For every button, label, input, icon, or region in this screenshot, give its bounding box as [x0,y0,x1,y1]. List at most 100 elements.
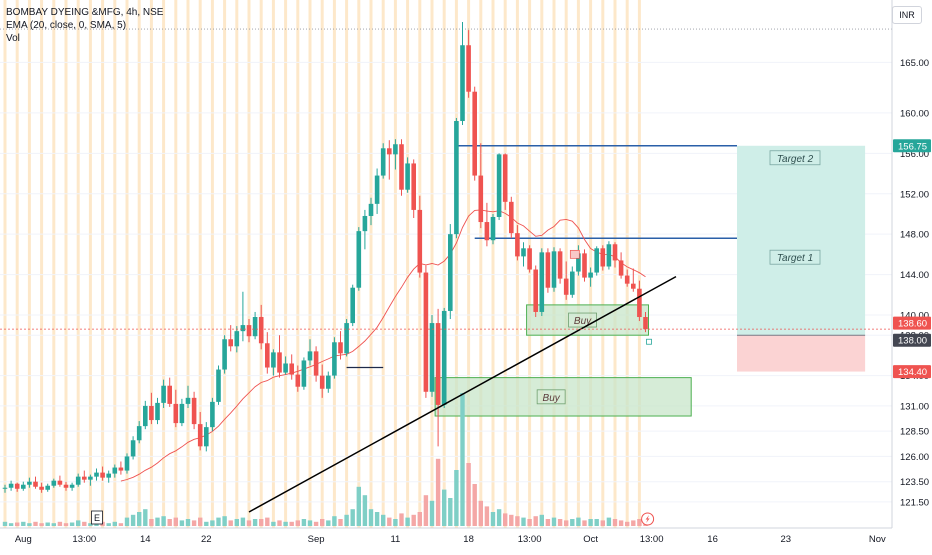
volume-bar [143,509,148,526]
stop-zone[interactable] [737,335,866,372]
price-tick-label: 148.00 [900,230,929,241]
volume-indicator-label[interactable]: Vol [6,33,20,44]
time-tick-label: Nov [869,534,886,545]
candle-body [612,244,618,261]
volume-bar [472,484,477,526]
candle-body [69,484,75,488]
candle-body [454,121,459,235]
candle-body [417,209,423,273]
candle-body [637,288,642,318]
candle-body [173,403,179,424]
candle-body [313,351,319,376]
session-band [149,0,153,528]
candle-body [515,233,520,257]
candle-body [295,374,301,387]
candle-body [124,456,130,471]
earnings-marker-label: E [94,513,100,523]
candle-body [258,317,264,344]
candle-body [155,402,160,421]
candle-body [496,154,502,217]
candle-body [368,203,374,216]
volume-bar [21,521,26,526]
volume-bar [533,516,538,526]
candle-body [63,484,69,488]
candle-body [441,310,447,405]
price-badge [893,333,931,347]
buy-zone[interactable] [434,377,692,417]
ema-indicator-label[interactable]: EMA (20, close, 0, SMA, 5) [6,20,127,31]
candle-body [161,385,166,403]
candle-body [551,251,557,288]
lightning-glyph [645,515,650,523]
candle-body [350,287,355,324]
candle-body [502,154,508,202]
candle-body [252,317,258,337]
candle-body [277,352,282,373]
volume-bar [588,519,593,526]
candle-body [222,339,227,370]
candle-body [301,360,307,387]
price-tick-label: 126.00 [900,452,929,463]
candle-body [130,440,136,457]
session-band [137,0,141,528]
volume-bar [496,509,502,526]
candle-body [478,175,484,223]
volume-bar [594,519,599,526]
volume-bar [234,519,239,526]
session-band [515,0,519,528]
candle-body [576,253,581,272]
volume-bar [216,517,221,526]
currency-button[interactable]: INR [892,6,922,24]
volume-bar [124,517,130,526]
volume-bar [368,509,374,526]
volume-bar [460,393,465,526]
candle-body [2,487,8,489]
volume-bar [76,520,81,526]
price-badge-label: 138.60 [898,319,927,330]
session-band [52,0,56,528]
volume-bar [88,523,93,526]
candle-body [600,248,606,267]
session-band [381,0,385,528]
candle-body [332,342,337,376]
volume-bar [198,517,203,526]
candle-body [643,317,648,330]
candle-body [399,144,404,190]
volume-bar [612,519,618,526]
candle-body [216,369,221,402]
volume-bar [490,512,496,526]
session-band [210,0,214,528]
earnings-marker[interactable] [91,510,103,525]
volume-bar [320,519,325,526]
price-tick-label: 140.00 [900,310,929,321]
price-tick-label: 131.00 [900,401,929,412]
volume-bar [564,520,569,526]
session-band [332,0,336,528]
volume-bar [39,523,44,526]
volume-bar [228,520,233,526]
volume-bar [350,509,355,526]
volume-bar [582,520,587,526]
volume-bar [405,517,410,526]
volume-bar [527,519,532,526]
symbol-title[interactable]: BOMBAY DYEING &MFG, 4h, NSE [6,7,164,18]
candle-body [197,424,203,447]
session-band [3,0,7,528]
volume-bar [149,519,154,526]
volume-bar [51,523,56,526]
candle-body [435,323,441,405]
target-zone[interactable] [737,145,866,336]
candle-body [338,342,343,354]
trendline[interactable] [248,275,677,513]
candle-body [588,272,593,278]
buy-zone[interactable] [526,304,649,336]
candle-body [57,480,63,485]
time-tick-label: 13:00 [518,534,542,545]
session-band [442,0,446,528]
candle-body [246,325,252,337]
candle-body [460,45,465,122]
session-band [198,0,202,528]
price-badge [893,365,931,379]
